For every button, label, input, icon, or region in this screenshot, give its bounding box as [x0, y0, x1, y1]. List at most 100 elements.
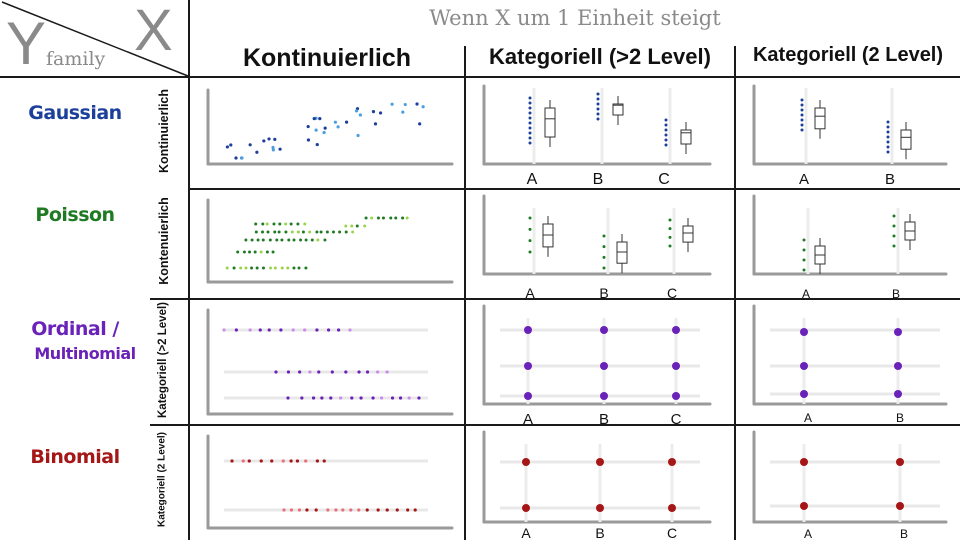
- data-point: [800, 128, 804, 132]
- data-point: [278, 222, 282, 226]
- data-point: [417, 396, 421, 400]
- data-point: [241, 459, 245, 463]
- data-point: [248, 143, 252, 147]
- cell-gaussian-cat3: A B C: [470, 80, 730, 188]
- plot-poisson-cat3: A B C: [482, 194, 712, 298]
- data-point: [802, 248, 806, 252]
- data-point: [315, 328, 319, 332]
- data-point: [528, 227, 532, 231]
- data-point: [664, 123, 668, 127]
- data-point: [278, 147, 282, 151]
- data-point: [528, 101, 532, 105]
- data-point: [800, 390, 808, 398]
- data-point: [802, 238, 806, 242]
- data-point: [326, 328, 331, 332]
- y-type-label-gaussian: Kontinuierlich: [157, 88, 171, 174]
- data-point: [267, 328, 271, 332]
- category-label: C: [658, 171, 670, 188]
- data-point: [351, 230, 355, 234]
- data-point: [528, 131, 532, 135]
- data-point: [664, 138, 668, 142]
- vertical-divider-left: [188, 0, 190, 540]
- category-label: C: [667, 525, 677, 540]
- cell-poisson-continuous: [196, 190, 458, 296]
- data-point: [296, 230, 300, 234]
- box: [616, 241, 628, 264]
- data-point: [528, 239, 532, 243]
- box: [612, 103, 624, 116]
- data-point: [385, 370, 389, 374]
- data-point: [262, 139, 266, 143]
- data-point: [886, 135, 890, 139]
- data-point: [273, 137, 277, 141]
- data-point: [232, 266, 236, 270]
- cell-gaussian-continuous: [196, 80, 458, 186]
- data-point: [602, 255, 606, 259]
- data-point: [341, 508, 345, 512]
- plot-ordinal-cat3: A B C: [482, 304, 712, 424]
- data-point: [323, 126, 327, 130]
- data-point: [359, 396, 363, 400]
- cell-poisson-cat3: A B C: [470, 190, 730, 298]
- data-point: [528, 216, 532, 220]
- data-point: [229, 143, 233, 147]
- data-point: [524, 326, 532, 334]
- data-point: [600, 362, 608, 370]
- category-label: B: [599, 411, 609, 424]
- data-point: [311, 396, 316, 400]
- data-point: [376, 370, 380, 374]
- data-point: [390, 396, 395, 400]
- data-point: [289, 508, 294, 512]
- data-point: [413, 508, 417, 512]
- box: [814, 107, 826, 130]
- data-point: [236, 250, 240, 254]
- vertical-divider-mid2: [734, 46, 736, 540]
- data-point: [596, 92, 600, 96]
- data-point: [261, 266, 265, 270]
- row-divider-2: [150, 298, 960, 300]
- data-point: [284, 222, 288, 226]
- data-point: [350, 224, 354, 228]
- data-point: [230, 459, 234, 463]
- data-point: [395, 508, 399, 512]
- vertical-divider-mid1: [464, 46, 466, 540]
- data-point: [390, 102, 394, 106]
- data-point: [596, 107, 600, 111]
- data-point: [244, 266, 248, 270]
- data-point: [522, 504, 530, 512]
- data-point: [371, 396, 375, 400]
- corner-y-glyph: Y: [6, 10, 47, 77]
- family-multinomial: Multinomial: [34, 344, 136, 363]
- box: [680, 129, 692, 145]
- data-point: [336, 125, 340, 129]
- data-point: [389, 216, 393, 220]
- column-header-categorical-two: Kategoriell (2 Level): [752, 44, 944, 66]
- data-point: [308, 370, 312, 374]
- data-point: [668, 218, 672, 222]
- data-point: [325, 230, 329, 234]
- data-point: [664, 128, 668, 132]
- data-point: [596, 102, 600, 106]
- data-point: [292, 266, 296, 270]
- data-point: [272, 222, 276, 226]
- data-point: [394, 216, 398, 220]
- data-point: [421, 105, 425, 109]
- category-label: C: [667, 285, 677, 298]
- data-point: [344, 120, 349, 124]
- category-label: C: [671, 411, 682, 424]
- data-point: [355, 224, 359, 228]
- data-point: [248, 328, 252, 332]
- category-label: A: [799, 171, 809, 188]
- data-point: [310, 238, 314, 242]
- data-point: [894, 328, 902, 336]
- data-point: [407, 396, 411, 400]
- data-point: [600, 326, 608, 334]
- corner-x-glyph: X: [134, 0, 173, 63]
- data-point: [886, 130, 890, 134]
- data-point: [270, 459, 274, 463]
- plot-binomial-continuous: [206, 434, 454, 530]
- data-point: [524, 362, 532, 370]
